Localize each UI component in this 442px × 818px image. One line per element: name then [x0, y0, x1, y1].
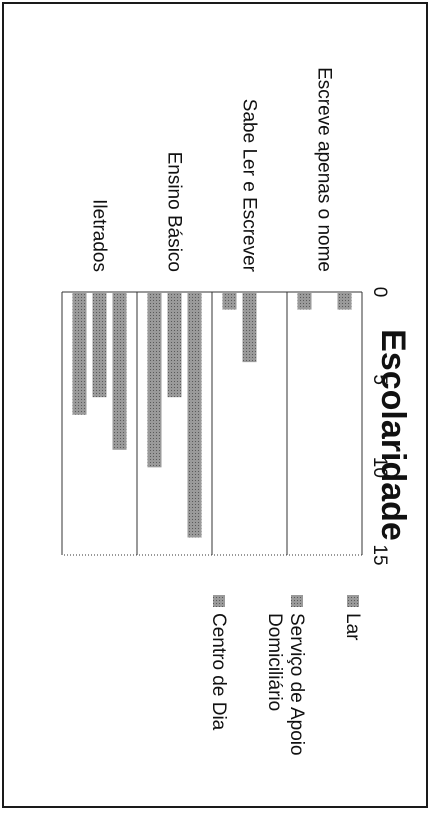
bar [112, 292, 127, 450]
tick-label: 5 [369, 374, 390, 385]
bar [72, 292, 87, 415]
bar [337, 292, 352, 310]
category-label: Ensino Básico [164, 152, 185, 272]
category-label: Escreve apenas o nome [314, 67, 335, 272]
tick-label: 0 [369, 287, 390, 298]
bar [167, 292, 182, 398]
gridlines [61, 291, 363, 556]
legend-label: Centro de Dia [208, 613, 229, 731]
bar [147, 292, 162, 468]
bar [297, 292, 312, 310]
tick-label: 15 [369, 544, 390, 565]
legend-label: Lar [342, 613, 363, 641]
legend-swatch [347, 595, 359, 607]
bars [72, 292, 352, 538]
bar [242, 292, 257, 363]
axis-ticks: 0 5 10 15 [369, 287, 390, 566]
legend-swatch [213, 595, 225, 607]
chart-title: Escolaridade [374, 329, 412, 541]
category-labels: Escreve apenas o nome Sabe Ler e Escrever… [89, 67, 335, 273]
category-label: Sabe Ler e Escrever [239, 99, 260, 273]
bar [92, 292, 107, 398]
bar [222, 292, 237, 310]
legend-label: Serviço de Apoio [286, 613, 307, 756]
category-label: Iletrados [89, 199, 110, 272]
legend-swatch [291, 595, 303, 607]
legend-label: Domiciliário [264, 613, 285, 711]
tick-label: 10 [369, 457, 390, 478]
bar [187, 292, 202, 538]
